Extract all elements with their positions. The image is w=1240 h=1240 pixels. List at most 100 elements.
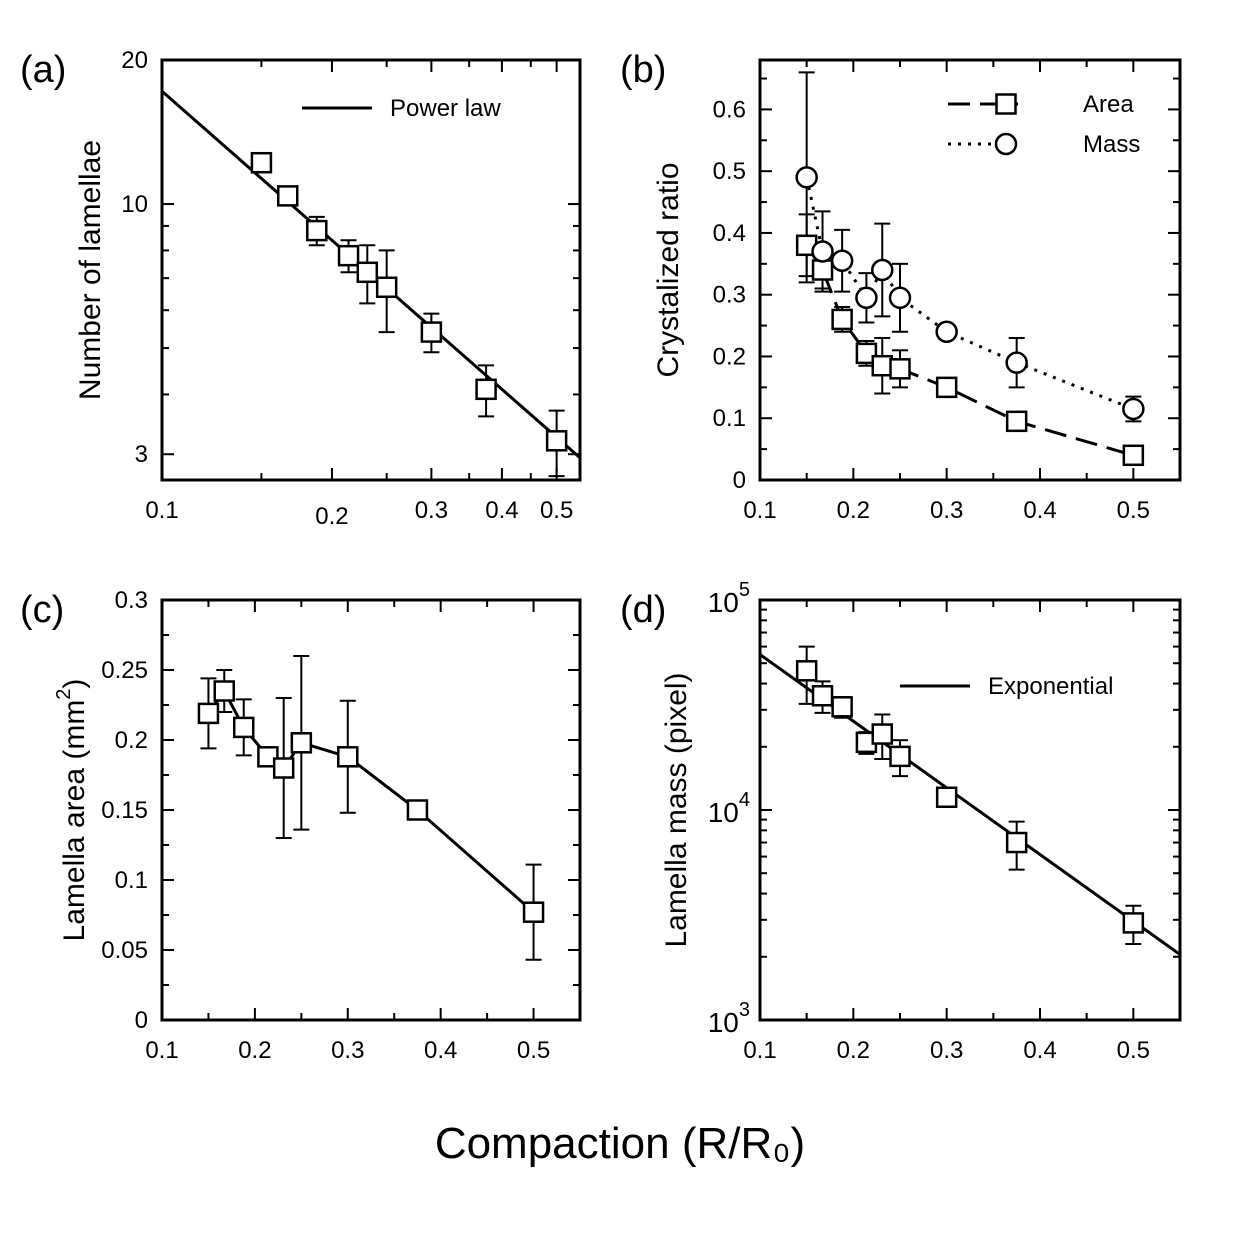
y-axis-title-text: Lamella area (mm: [58, 700, 91, 942]
data-point-circle: [1122, 397, 1145, 421]
data-point-square: [795, 660, 818, 682]
series-line-data: [207, 688, 535, 914]
y-tick-base: 10: [708, 587, 739, 618]
data-point-square: [1005, 410, 1028, 433]
legend-label: Area: [1083, 91, 1134, 118]
y-tick-label: 0.25: [101, 657, 148, 684]
data-point-square: [545, 430, 568, 452]
data-point-square: [337, 746, 359, 768]
legend-label: Exponential: [988, 673, 1113, 700]
x-tick-label: 0.1: [145, 497, 178, 524]
y-tick-label: 0: [733, 467, 746, 494]
y-axis-title-text: Number of lamellae: [74, 140, 107, 400]
data-point-square: [831, 308, 853, 331]
plot-frame-c: [160, 598, 582, 1022]
data-point-square: [811, 684, 834, 707]
x-tick-label: 0.5: [540, 497, 573, 524]
x-tick-label: 0.2: [238, 1037, 271, 1064]
data-point-square: [889, 358, 911, 380]
data-point-square: [855, 342, 878, 365]
panel-label-c: (c): [20, 589, 64, 631]
y-tick-exponent: 5: [739, 579, 750, 601]
data-point-square: [375, 276, 398, 299]
x-tick-label: 0.3: [930, 497, 963, 524]
data-point-square: [306, 219, 328, 242]
y-axis-title-text: Lamella mass (pixel): [660, 672, 693, 947]
y-axis-title-superscript: 2: [53, 689, 75, 700]
y-tick-label: 0.6: [713, 96, 746, 123]
y-tick-exponent: 3: [739, 999, 750, 1021]
y-axis-title: Lamella area (mm2): [53, 679, 91, 942]
y-axis-title: Number of lamellae: [74, 140, 107, 400]
y-tick-base: 10: [708, 797, 739, 828]
global-x-axis-title: Compaction (R/R₀): [435, 1119, 805, 1168]
data-point-square: [232, 716, 255, 739]
y-tick-label: 0: [135, 1007, 148, 1034]
data-point-circle: [811, 240, 834, 263]
data-point-square: [356, 261, 379, 284]
y-tick-label: 0.1: [713, 405, 746, 432]
x-tick-label: 0.5: [1117, 1037, 1150, 1064]
data-point-square: [475, 378, 497, 401]
data-point-square: [889, 745, 911, 768]
legend-marker-circle: [994, 132, 1018, 156]
data-point-square: [420, 321, 443, 343]
data-point-square: [935, 376, 958, 399]
plot-frame-b: [758, 58, 1182, 482]
series-line-mass: [805, 177, 1134, 411]
y-tick-label: 0.15: [101, 797, 148, 824]
data-point-square: [1122, 444, 1145, 467]
panel-label-a: (a): [20, 49, 66, 91]
y-tick-label: 104: [708, 789, 750, 828]
data-point-square: [250, 151, 273, 174]
y-tick-label: 105: [708, 579, 750, 618]
y-tick-label: 0.1: [115, 867, 148, 894]
panel-label-b: (b): [620, 49, 666, 91]
x-tick-label: 0.5: [517, 1037, 550, 1064]
x-tick-label: 0.1: [743, 497, 776, 524]
data-point-square: [406, 799, 429, 821]
data-point-square: [871, 354, 894, 377]
data-point-circle: [830, 249, 854, 272]
x-tick-label: 0.2: [315, 503, 348, 530]
data-point-square: [276, 185, 299, 207]
data-point-square: [1122, 912, 1145, 934]
y-tick-label: 0.3: [115, 587, 148, 614]
data-point-square: [831, 696, 853, 718]
panel-a: 0.1 0.2 0.3 0.4 0.5 3 10 20 (a) Number of lamella…: [20, 47, 582, 530]
y-tick-base: 10: [708, 1007, 739, 1038]
y-tick-exponent: 4: [739, 789, 750, 811]
data-point-circle: [1005, 351, 1028, 374]
panel-label-d: (d): [620, 589, 666, 631]
data-point-square: [871, 723, 894, 745]
y-tick-label: 0.2: [713, 343, 746, 370]
y-axis-title: Lamella mass (pixel): [660, 672, 693, 947]
y-tick-label: 10: [121, 191, 148, 218]
y-tick-label: 0.5: [713, 158, 746, 185]
y-axis-title: Crystalized ratio: [652, 162, 685, 377]
legend-label: Power law: [390, 95, 501, 122]
y-tick-label: 103: [708, 999, 750, 1038]
data-point-square: [257, 746, 279, 768]
x-tick-label: 0.4: [424, 1037, 457, 1064]
x-tick-label: 0.3: [331, 1037, 364, 1064]
x-tick-label: 0.3: [415, 497, 448, 524]
x-tick-label: 0.1: [145, 1037, 178, 1064]
panel-b: 0.1 0.2 0.3 0.4 0.5 0 0.1 0.2 0.3 0.4 0.5 0.6 (b) Cry…: [620, 49, 1182, 524]
y-tick-label: 0.4: [713, 220, 746, 247]
panel-c: 0.1 0.2 0.3 0.4 0.5 0 0.05 0.1 0.15 0.2 0.25 0.3 (c)…: [20, 587, 582, 1064]
x-tick-label: 0.2: [837, 1037, 870, 1064]
y-axis-title-end: ): [58, 679, 91, 689]
x-tick-label: 0.2: [837, 497, 870, 524]
y-tick-label: 0.3: [713, 282, 746, 309]
x-tick-label: 0.1: [743, 1037, 776, 1064]
data-point-circle: [855, 286, 878, 310]
y-tick-label: 0.2: [115, 727, 148, 754]
y-tick-label: 0.05: [101, 937, 148, 964]
data-point-square: [272, 757, 295, 779]
x-tick-label: 0.5: [1117, 497, 1150, 524]
x-tick-label: 0.4: [1023, 1037, 1056, 1064]
data-point-circle: [935, 320, 958, 344]
data-point-square: [197, 702, 220, 725]
